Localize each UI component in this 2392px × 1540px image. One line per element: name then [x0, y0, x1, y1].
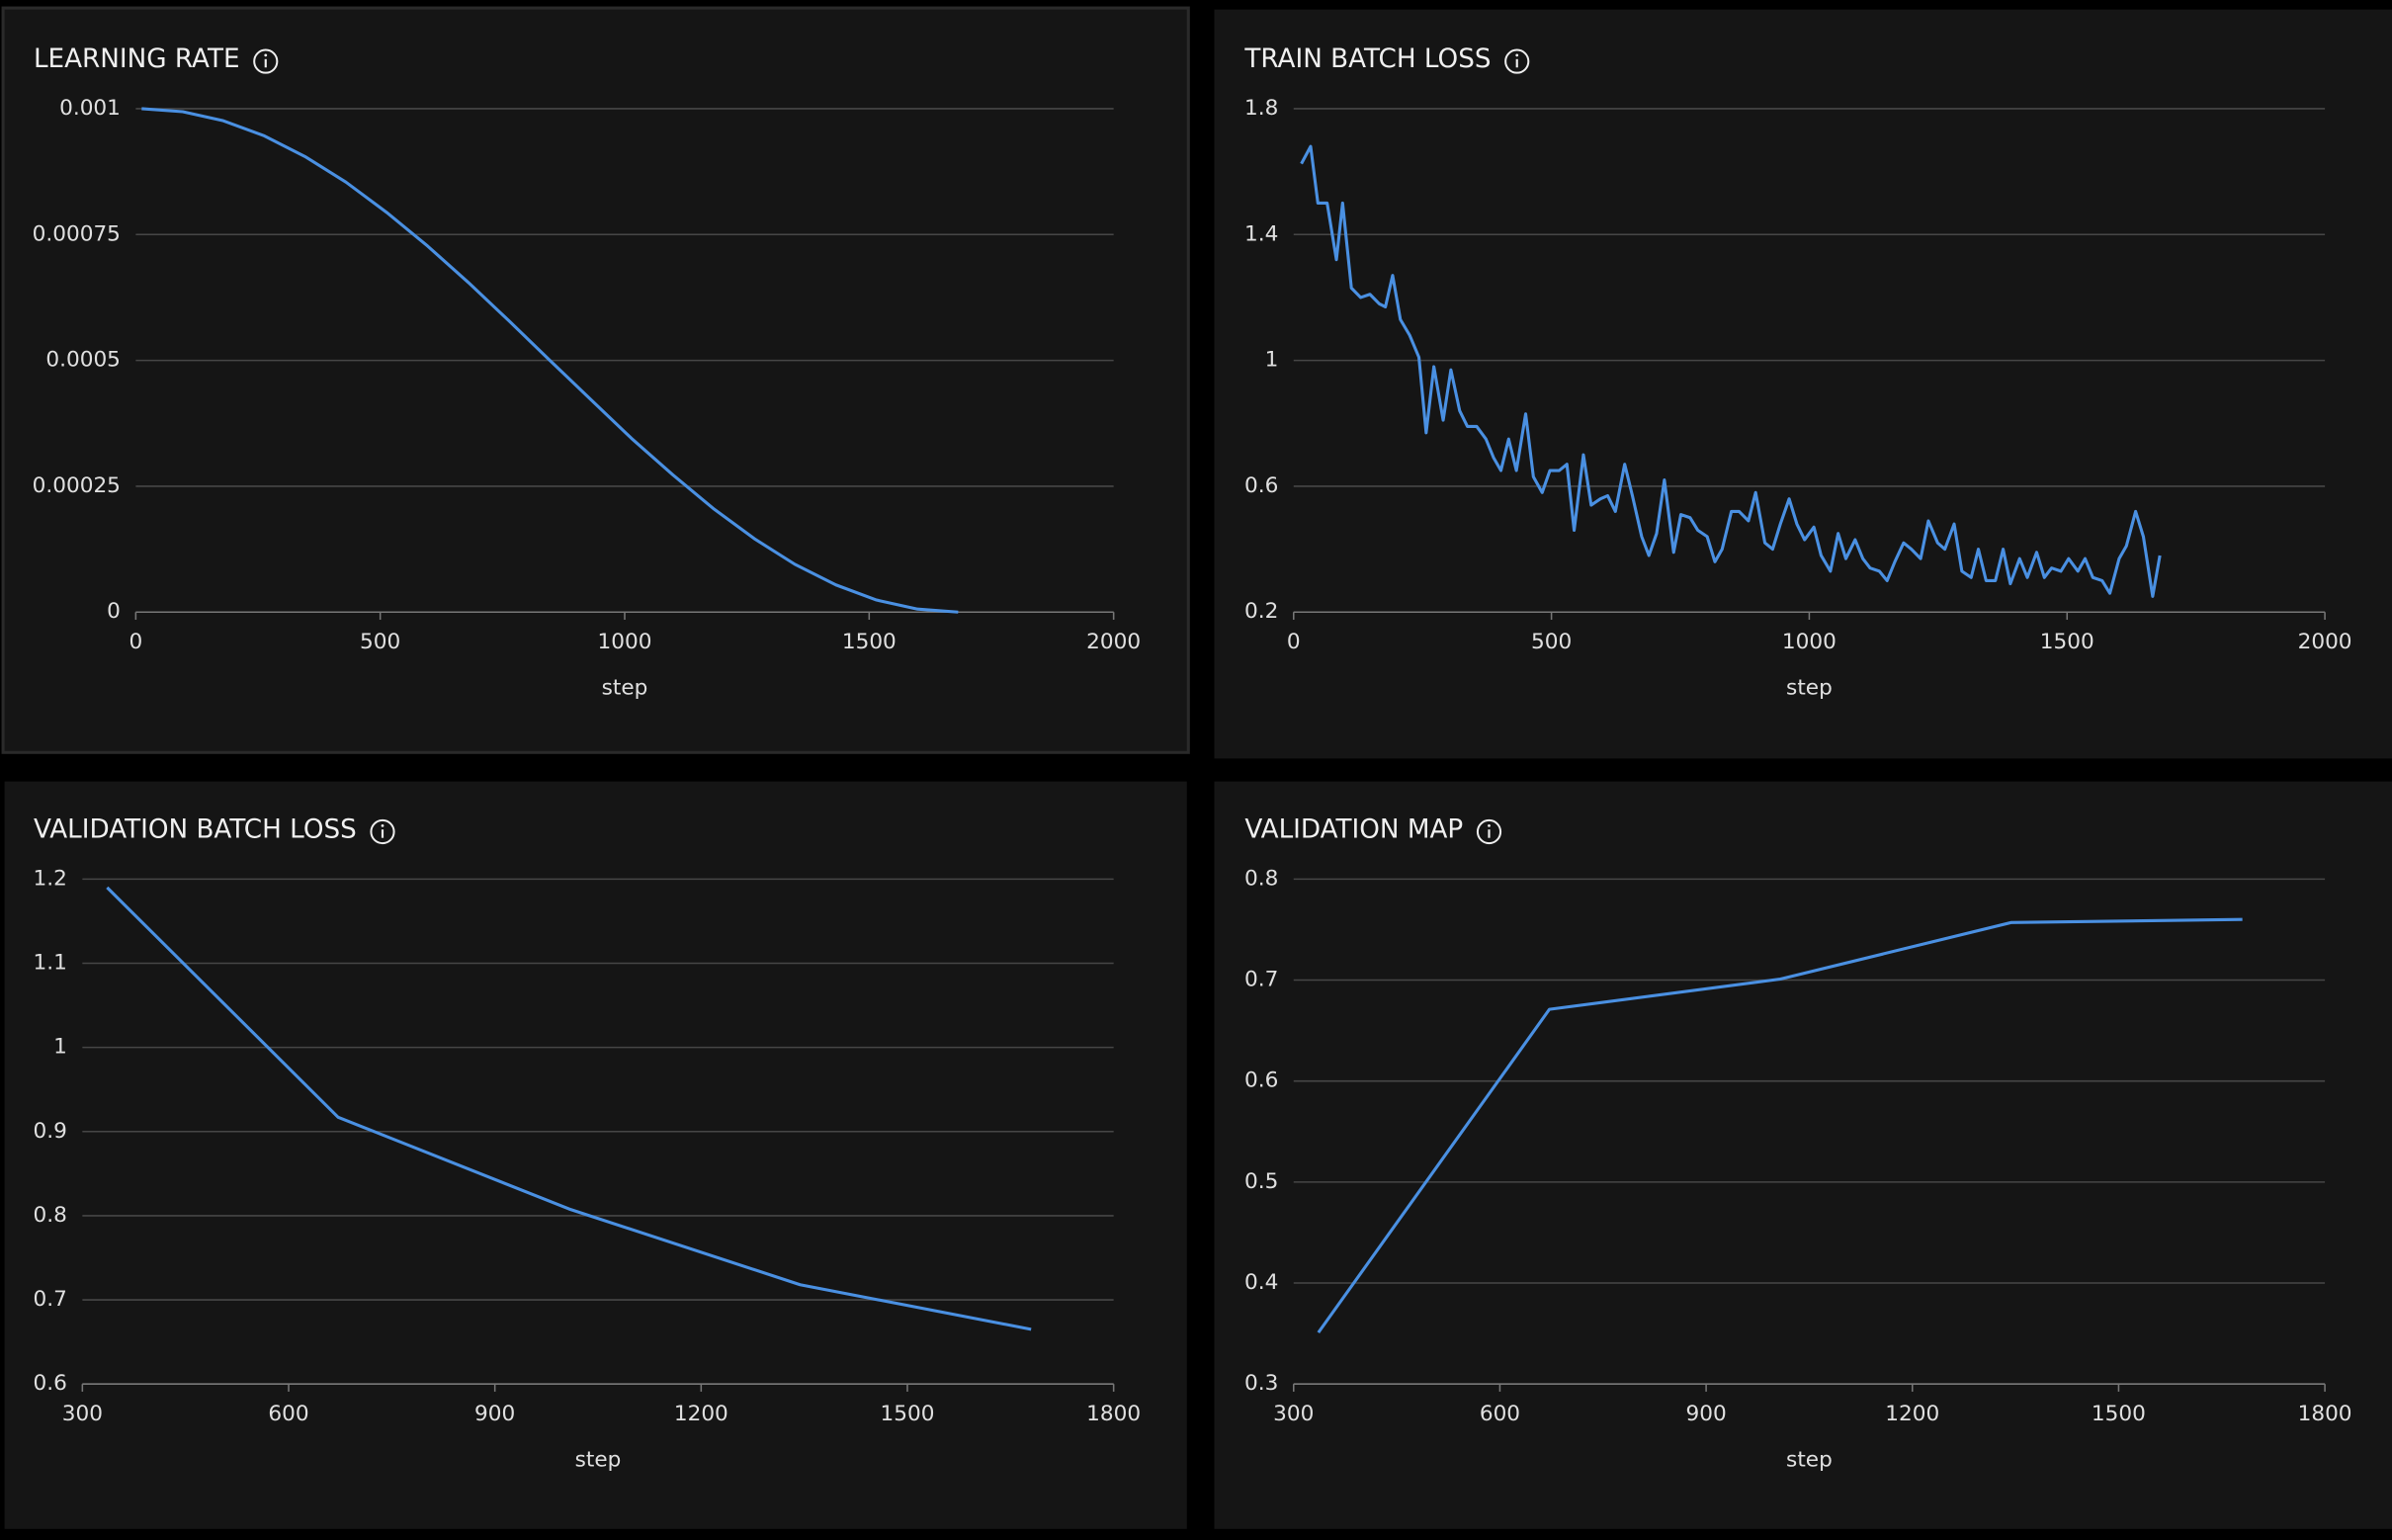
x-tick-label: 2000 [1086, 630, 1141, 654]
y-tick-label: 0.5 [1244, 1169, 1278, 1194]
info-icon-dot [381, 823, 384, 827]
chart-title: VALIDATION MAP [1244, 814, 1463, 844]
y-tick-label: 1.4 [1244, 221, 1278, 246]
x-tick-label: 600 [1480, 1402, 1520, 1426]
y-tick-label: 0.8 [1244, 866, 1278, 891]
y-tick-label: 0.00075 [33, 221, 121, 246]
x-tick-label: 0 [1287, 630, 1301, 654]
info-icon [1504, 48, 1530, 74]
y-tick-label: 0.6 [34, 1371, 67, 1396]
data-line [1300, 144, 2162, 598]
x-tick-label: 500 [1531, 630, 1572, 654]
panel [1214, 781, 2392, 1529]
info-icon-dot [1488, 823, 1491, 827]
y-tick-label: 0.6 [1244, 1069, 1278, 1093]
x-tick-label: 1500 [2092, 1402, 2146, 1426]
x-tick-label: 1200 [1885, 1402, 1939, 1426]
y-tick-label: 0.8 [34, 1203, 67, 1228]
x-tick-label: 900 [474, 1402, 515, 1426]
y-tick-label: 0.6 [1244, 473, 1278, 498]
y-tick-label: 0.0005 [45, 348, 121, 373]
panel [4, 9, 1187, 751]
x-tick-label: 1800 [2298, 1402, 2352, 1426]
y-tick-label: 1.1 [34, 950, 67, 975]
x-tick-label: 1500 [842, 630, 897, 654]
x-tick-label: 1200 [674, 1402, 728, 1426]
y-tick-label: 0.00025 [33, 473, 121, 498]
y-tick-label: 1.2 [34, 866, 67, 891]
x-tick-label: 300 [62, 1402, 103, 1426]
x-tick-label: 1800 [1086, 1402, 1141, 1426]
y-tick-label: 0 [107, 599, 121, 624]
x-tick-label: 900 [1685, 1402, 1726, 1426]
data-line [1317, 917, 2243, 1333]
data-line [106, 886, 1032, 1331]
chart-title: VALIDATION BATCH LOSS [34, 814, 357, 844]
y-tick-label: 1 [1265, 348, 1279, 373]
x-tick-label: 1500 [2040, 630, 2094, 654]
info-icon [1476, 818, 1502, 845]
y-tick-label: 0.4 [1244, 1270, 1278, 1295]
x-tick-label: 1000 [1782, 630, 1837, 654]
y-tick-label: 0.9 [34, 1119, 67, 1144]
x-tick-label: 600 [268, 1402, 308, 1426]
info-icon-dot [264, 53, 268, 57]
y-tick-label: 1.8 [1244, 96, 1278, 121]
info-icon [253, 48, 279, 74]
x-tick-label: 1500 [881, 1402, 935, 1426]
info-icon-dot [1515, 53, 1519, 57]
y-tick-label: 0.3 [1244, 1371, 1278, 1396]
y-tick-label: 0.7 [1244, 968, 1278, 992]
x-axis-label: step [602, 675, 648, 700]
x-axis-label: step [1786, 1447, 1833, 1472]
x-tick-label: 0 [128, 630, 142, 654]
data-line [141, 107, 959, 614]
x-axis-label: step [575, 1447, 622, 1472]
y-tick-label: 0.2 [1244, 599, 1278, 624]
x-tick-label: 2000 [2298, 630, 2352, 654]
y-tick-label: 0.001 [59, 96, 121, 121]
chart-title: TRAIN BATCH LOSS [1243, 44, 1491, 74]
info-icon [370, 818, 395, 845]
y-tick-label: 0.7 [34, 1287, 67, 1312]
chart-title: LEARNING RATE [34, 44, 240, 74]
y-tick-label: 1 [53, 1035, 67, 1060]
x-tick-label: 1000 [598, 630, 652, 654]
x-tick-label: 300 [1273, 1402, 1314, 1426]
x-axis-label: step [1786, 675, 1833, 700]
panel [4, 781, 1187, 1529]
panel [1214, 9, 2392, 759]
x-tick-label: 500 [360, 630, 400, 654]
